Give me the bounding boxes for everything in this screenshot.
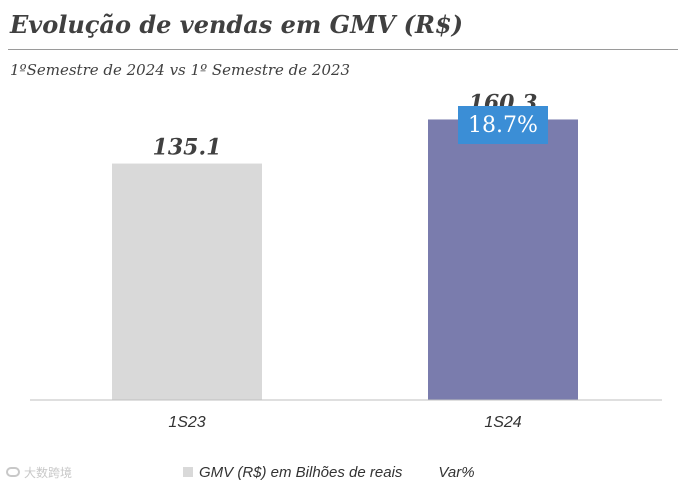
title-divider [8,49,678,50]
watermark-logo-icon [6,467,20,477]
watermark-text: 大数跨境 [24,465,73,480]
legend: GMV (R$) em Bilhões de reais Var% [183,462,475,482]
variation-badge: 18.7% [458,106,548,144]
category-label-1s24: 1S24 [484,414,522,431]
legend-entry-var: Var% [438,463,475,481]
chart-title: Evolução de vendas em GMV (R$) [10,10,464,39]
category-label-1s23: 1S23 [168,414,206,431]
watermark: 大数跨境 [6,462,72,482]
legend-entry-gmv: GMV (R$) em Bilhões de reais [199,463,403,481]
chart-subtitle: 1ºSemestre de 2024 vs 1º Semestre de 202… [10,61,351,79]
data-label-1s23: 135.1 [153,135,222,161]
legend-swatch-gmv [183,467,193,477]
bar-1s24 [428,119,578,400]
bar-1s23 [112,163,262,400]
